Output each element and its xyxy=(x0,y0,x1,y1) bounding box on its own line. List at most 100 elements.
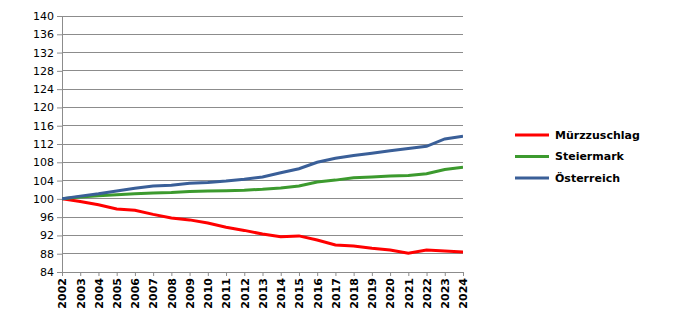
x-tick: 2023 xyxy=(439,272,452,309)
y-tick-label: 108 xyxy=(33,156,54,169)
grid xyxy=(62,16,463,272)
x-tick: 2007 xyxy=(147,272,160,309)
y-tick: 84 xyxy=(40,266,62,279)
x-tick-mark xyxy=(427,272,428,276)
y-tick: 120 xyxy=(33,101,62,114)
x-tick: 2018 xyxy=(348,272,361,309)
x-tick-mark xyxy=(208,272,209,276)
x-tick-label: 2006 xyxy=(129,278,142,309)
x-tick-mark xyxy=(445,272,446,276)
y-tick-mark xyxy=(57,53,62,54)
x-tick-mark xyxy=(80,272,81,276)
legend-swatch xyxy=(515,155,549,158)
y-tick-label: 84 xyxy=(40,266,54,279)
x-tick: 2009 xyxy=(184,272,197,309)
x-tick-label: 2007 xyxy=(147,278,160,309)
x-tick: 2022 xyxy=(421,272,434,309)
x-tick-label: 2018 xyxy=(348,278,361,309)
x-tick-mark xyxy=(263,272,264,276)
y-tick-mark xyxy=(57,199,62,200)
x-tick-label: 2021 xyxy=(403,278,416,309)
y-axis: 8488929610010410811211612012412813213614… xyxy=(33,10,63,279)
y-tick-label: 112 xyxy=(33,138,54,151)
y-tick-label: 124 xyxy=(33,83,54,96)
y-tick: 112 xyxy=(33,138,62,151)
x-tick-mark xyxy=(354,272,355,276)
x-axis-line xyxy=(63,273,464,277)
x-tick: 2014 xyxy=(275,272,288,309)
legend-label: Mürzzuschlag xyxy=(555,129,640,142)
y-tick-label: 92 xyxy=(40,229,54,242)
y-tick-mark xyxy=(57,71,62,72)
x-tick: 2005 xyxy=(111,272,124,309)
x-tick-label: 2013 xyxy=(257,278,270,309)
y-tick: 128 xyxy=(33,65,62,78)
y-tick: 88 xyxy=(40,248,62,261)
x-tick: 2024 xyxy=(457,272,470,309)
x-tick-mark xyxy=(226,272,227,276)
x-tick: 2010 xyxy=(202,272,215,309)
series-line xyxy=(62,136,463,199)
y-tick-mark xyxy=(57,181,62,182)
y-tick-mark xyxy=(57,126,62,127)
y-tick-label: 120 xyxy=(33,101,54,114)
y-tick-mark xyxy=(57,89,62,90)
legend-swatch xyxy=(515,134,549,137)
y-tick-mark xyxy=(57,254,62,255)
grid-line xyxy=(62,89,463,90)
x-tick-mark xyxy=(62,272,63,276)
x-tick-mark xyxy=(335,272,336,276)
x-tick-label: 2008 xyxy=(166,278,179,309)
y-tick-label: 116 xyxy=(33,120,54,133)
x-tick-mark xyxy=(135,272,136,276)
x-tick-mark xyxy=(317,272,318,276)
grid-line xyxy=(62,52,463,53)
x-tick: 2019 xyxy=(366,272,379,309)
x-tick-label: 2015 xyxy=(293,278,306,309)
x-tick-mark xyxy=(117,272,118,276)
legend-label: Steiermark xyxy=(555,150,625,163)
y-tick-mark xyxy=(57,16,62,17)
x-axis: 2002 2003 2004 2005 2006 2007 2008 2009 2010 2011… xyxy=(56,272,470,309)
x-tick-label: 2011 xyxy=(220,278,233,309)
y-tick: 96 xyxy=(40,211,62,224)
x-tick-label: 2005 xyxy=(111,278,124,309)
grid-line xyxy=(62,107,463,108)
grid-line xyxy=(62,198,463,199)
grid-line xyxy=(62,125,463,126)
y-tick-mark xyxy=(57,144,62,145)
x-tick-label: 2016 xyxy=(312,278,325,309)
grid-line xyxy=(62,16,463,17)
x-tick-label: 2002 xyxy=(56,278,69,309)
x-tick-label: 2023 xyxy=(439,278,452,309)
y-tick-mark xyxy=(57,235,62,236)
y-tick: 100 xyxy=(33,193,62,206)
y-tick-label: 128 xyxy=(33,65,54,78)
y-tick-label: 100 xyxy=(33,193,54,206)
grid-line xyxy=(62,217,463,218)
y-tick-label: 140 xyxy=(33,10,54,23)
x-tick-label: 2009 xyxy=(184,278,197,309)
x-tick: 2003 xyxy=(75,272,88,309)
y-tick-mark xyxy=(57,162,62,163)
legend-item: Steiermark xyxy=(515,150,625,163)
y-tick: 108 xyxy=(33,156,62,169)
x-tick-label: 2017 xyxy=(330,278,343,309)
grid-line xyxy=(62,144,463,145)
plot: 8488929610010410811211612012412813213614… xyxy=(33,10,470,309)
x-tick-mark xyxy=(299,272,300,276)
legend-item: Österreich xyxy=(515,171,620,185)
x-tick-mark xyxy=(463,272,464,276)
x-tick-label: 2004 xyxy=(93,278,106,309)
y-tick-label: 96 xyxy=(40,211,54,224)
y-tick: 136 xyxy=(33,28,62,41)
x-tick: 2016 xyxy=(312,272,325,309)
x-tick: 2021 xyxy=(403,272,416,309)
series-line xyxy=(62,167,463,199)
x-tick-label: 2022 xyxy=(421,278,434,309)
x-tick: 2008 xyxy=(166,272,179,309)
y-tick-label: 104 xyxy=(33,175,54,188)
x-tick-label: 2024 xyxy=(457,278,470,309)
legend: Mürzzuschlag Steiermark Österreich xyxy=(515,129,640,185)
series-line xyxy=(62,199,463,253)
